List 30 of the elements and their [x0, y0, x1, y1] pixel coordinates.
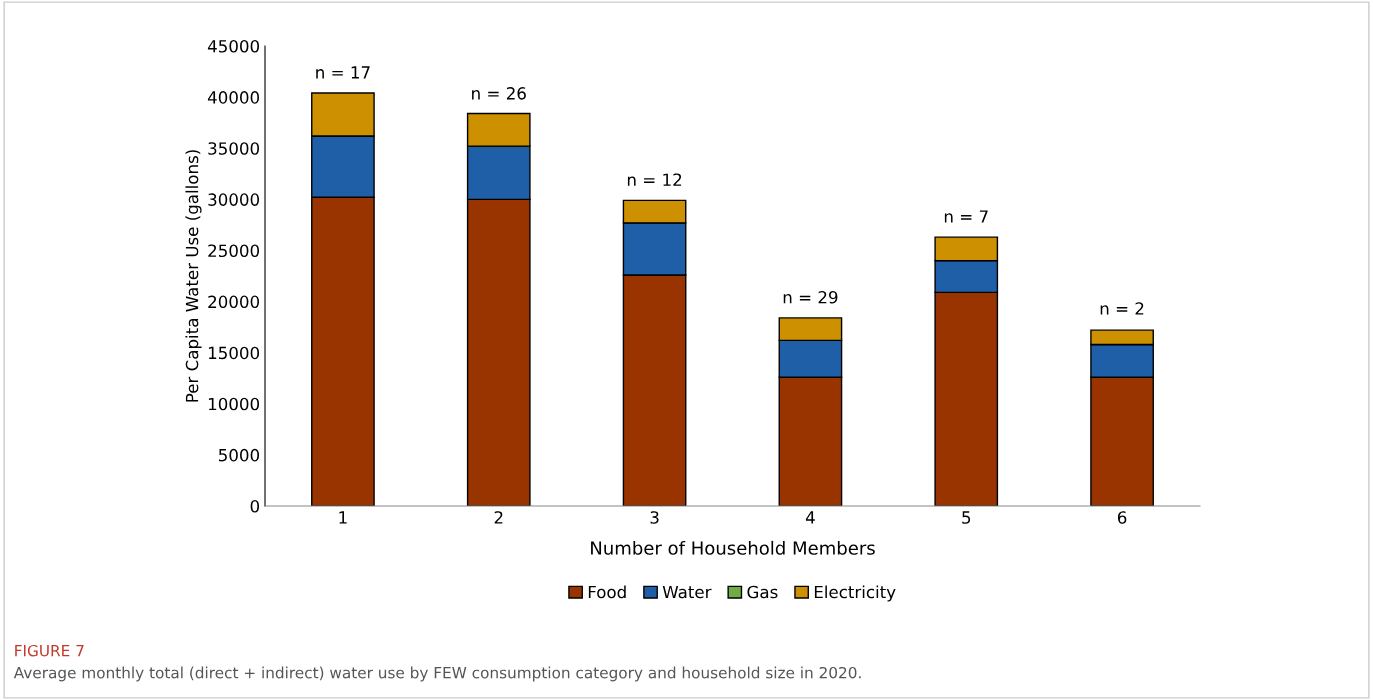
legend-label: Food	[588, 585, 626, 599]
x-tick-label: 6	[1117, 511, 1127, 524]
y-tick-label: 45000	[207, 39, 260, 53]
caption: FIGURE 7	[15, 644, 84, 657]
annotation: n = 2	[1100, 302, 1144, 315]
y-tick-label: 10000	[208, 397, 260, 411]
x-axis-title: Number of Household Members	[591, 540, 875, 555]
x-tick-label: 3	[650, 511, 659, 524]
y-tick-label: 25000	[208, 244, 260, 258]
legend-label: Gas	[747, 585, 778, 599]
y-tick-label: 15000	[208, 346, 260, 360]
y-tick-label: 35000	[208, 142, 260, 155]
annotation: n = 12	[627, 173, 682, 186]
legend-label: Water	[662, 585, 712, 599]
annotation: n = 26	[472, 87, 526, 100]
y-tick-label: 30000	[208, 193, 260, 206]
x-tick-label: 5	[962, 511, 971, 524]
annotation: n = 17	[316, 66, 370, 79]
y-tick-label: 5000	[219, 448, 260, 462]
text: Average monthly total (direct + indirect) water use by FEW consumption category and household size in 2020.	[13, 666, 861, 682]
legend-label: Electricity	[814, 585, 896, 602]
x-tick-label: 4	[805, 511, 815, 524]
annotation: n = 7	[944, 210, 988, 223]
y-tick-label: 0	[250, 499, 260, 513]
x-tick-label: 2	[494, 511, 503, 524]
annotation: n = 29	[783, 290, 838, 304]
y-tick-label: 20000	[208, 295, 260, 309]
y-axis-title: Per Capita Water Use (gallons)	[185, 150, 202, 402]
y-tick-label: 40000	[207, 91, 260, 104]
x-tick-label: 1	[339, 511, 347, 524]
